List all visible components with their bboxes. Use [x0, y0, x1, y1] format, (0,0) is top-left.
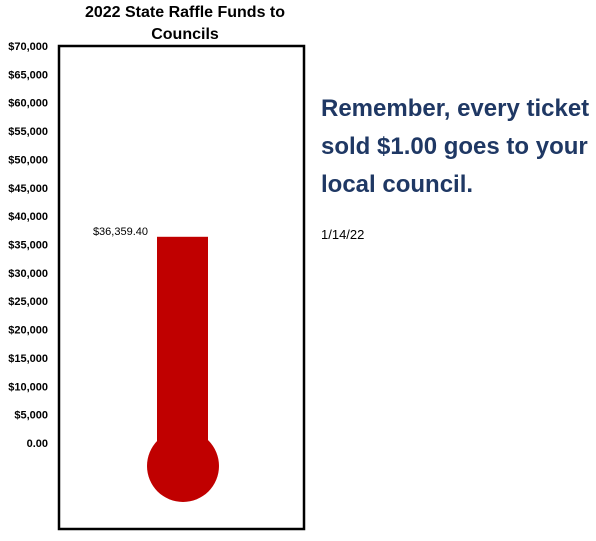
y-tick-label: $55,000 [8, 126, 48, 138]
plot-frame [57, 44, 306, 531]
y-tick-label: $10,000 [8, 381, 48, 393]
reminder-message: Remember, every ticket sold $1.00 goes t… [321, 95, 590, 198]
y-tick-label: $25,000 [8, 296, 48, 308]
y-tick-label: $35,000 [8, 240, 48, 252]
date-label: 1/14/22 [321, 227, 365, 242]
value-data-label: $36,359.40 [93, 226, 148, 238]
y-tick-label: $5,000 [14, 410, 48, 422]
y-tick-label: $20,000 [8, 325, 48, 337]
y-tick-label: $65,000 [8, 69, 48, 81]
thermometer: $36,359.40 [93, 226, 219, 502]
y-tick-label: $60,000 [8, 98, 48, 110]
y-tick-label: 0.00 [27, 438, 48, 450]
y-tick-label: $30,000 [8, 268, 48, 280]
thermometer-fill-column [157, 236, 208, 466]
chart-title: 2022 State Raffle Funds to Councils [84, 4, 286, 43]
y-tick-label: $45,000 [8, 183, 48, 195]
y-tick-label: $40,000 [8, 211, 48, 223]
y-tick-label: $50,000 [8, 154, 48, 166]
y-axis-ticks: $70,000 $65,000 $60,000 $55,000 $50,000 $45,0… [8, 41, 48, 450]
y-tick-label: $70,000 [8, 41, 48, 53]
thermometer-bulb [147, 430, 219, 502]
y-tick-label: $15,000 [8, 353, 48, 365]
